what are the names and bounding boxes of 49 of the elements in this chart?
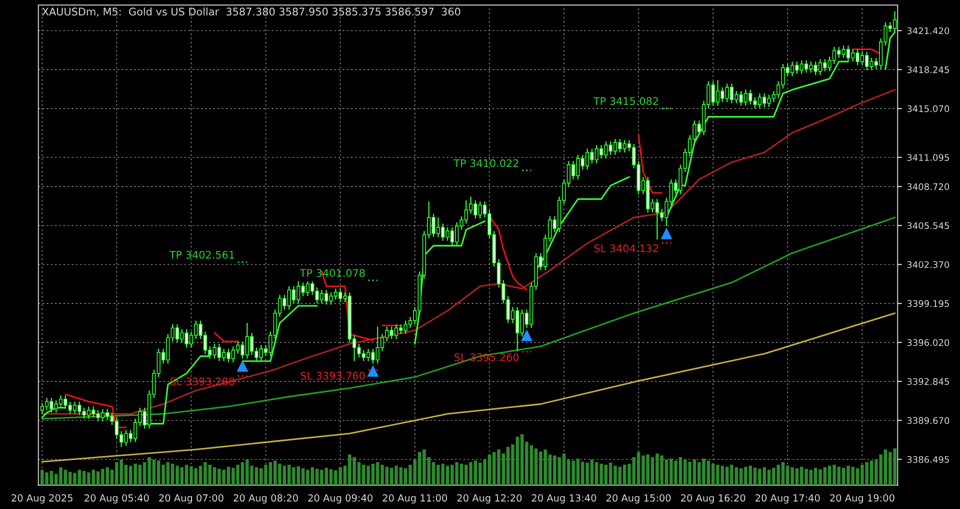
point: [520, 330, 533, 342]
candlestick: [716, 79, 720, 106]
x-tick-label: 20 Aug 2025: [12, 494, 72, 504]
annotation: TP 3410.022: [454, 159, 518, 168]
candlestick: [730, 83, 734, 104]
y-tick-label: 3411.095: [907, 154, 949, 161]
candlestick: [292, 286, 296, 304]
y-tick-label: 3405.545: [907, 222, 949, 230]
y-tick-label: 3399.195: [907, 300, 949, 308]
candlestick: [72, 401, 77, 414]
x-tick-label: 20 Aug 11:00: [382, 494, 448, 504]
candlestick: [58, 394, 63, 408]
candlestick: [818, 58, 822, 76]
y-tick-label: 3389.670: [907, 417, 950, 424]
x-tick-label: 20 Aug 05:40: [84, 494, 149, 504]
annotation: SL 3393.760: [300, 372, 365, 380]
x-tick-label: 20 Aug 15:00: [606, 494, 671, 504]
candlestick: [832, 46, 836, 65]
x-tick-label: 20 Aug 08:20: [234, 494, 298, 504]
y-tick-label: 3421.420: [907, 27, 950, 34]
y-tick-label: 3386.495: [907, 456, 949, 463]
y-tick-label: 3402.370: [907, 261, 950, 268]
point: [367, 365, 379, 377]
y-tick-label: 3418.245: [907, 66, 949, 74]
line-series: [41, 312, 896, 463]
annotation: TP 3402.561: [169, 250, 234, 259]
annotation: TP 3415.082: [593, 97, 658, 106]
x-tick-label: 20 Aug 09:40: [308, 494, 372, 504]
y-tick-label: 3408.720: [907, 183, 950, 190]
candlestick: [394, 324, 398, 340]
x-tick-label: 20 Aug 19:00: [830, 494, 894, 504]
line-series: [41, 89, 896, 415]
point: [660, 228, 672, 240]
x-tick-label: 20 Aug 16:20: [681, 494, 746, 504]
x-tick-label: 20 Aug 17:40: [756, 494, 820, 504]
candlestick: [175, 324, 180, 344]
y-tick-label: 3392.845: [907, 378, 949, 385]
candlestick: [804, 60, 808, 74]
annotation: SL 3404.132: [594, 244, 658, 252]
x-tick-label: 20 Aug 12:20: [457, 494, 522, 504]
chart-title: XAUUSDm, M5: Gold vs US Dollar 3587.380 3587.950 3585.375 3586.597 360: [42, 7, 460, 17]
x-tick-label: 20 Aug 13:40: [532, 494, 596, 504]
y-tick-label: 3396.020: [907, 339, 950, 346]
candlestick: [599, 144, 604, 160]
x-tick-label: 20 Aug 07:00: [159, 494, 224, 504]
point: [236, 360, 248, 372]
y-tick-label: 3415.070: [907, 105, 950, 112]
candlestick: [613, 138, 618, 156]
line-series: [41, 216, 896, 420]
